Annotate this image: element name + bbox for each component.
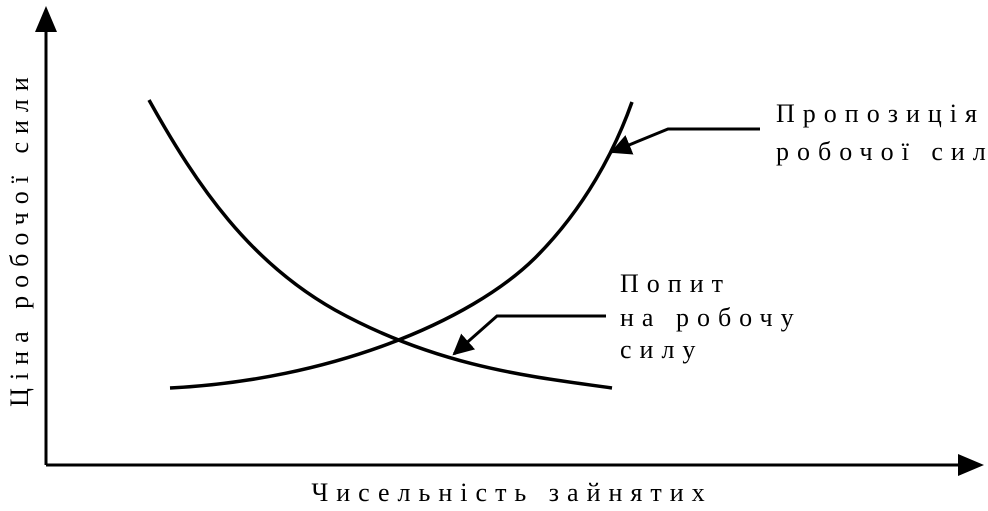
demand-curve xyxy=(147,99,613,390)
supply-curve xyxy=(169,101,634,390)
demand-label-line-3: силу xyxy=(620,335,703,364)
supply-label-line-2: робочої сили xyxy=(776,137,988,166)
x-axis-label: Чисельність зайнятих xyxy=(311,478,712,506)
y-axis-label: Ціна робочої сили xyxy=(5,69,34,407)
demand-label-line-2: на робочу xyxy=(620,303,802,332)
y-axis-arrowhead xyxy=(35,6,57,32)
supply-pointer-line xyxy=(610,127,760,155)
demand-label-line-1: Попит xyxy=(620,269,731,298)
x-axis-arrowhead xyxy=(958,454,984,476)
demand-pointer-line xyxy=(452,314,606,356)
supply-label-line-1: Пропозиція xyxy=(776,99,985,128)
